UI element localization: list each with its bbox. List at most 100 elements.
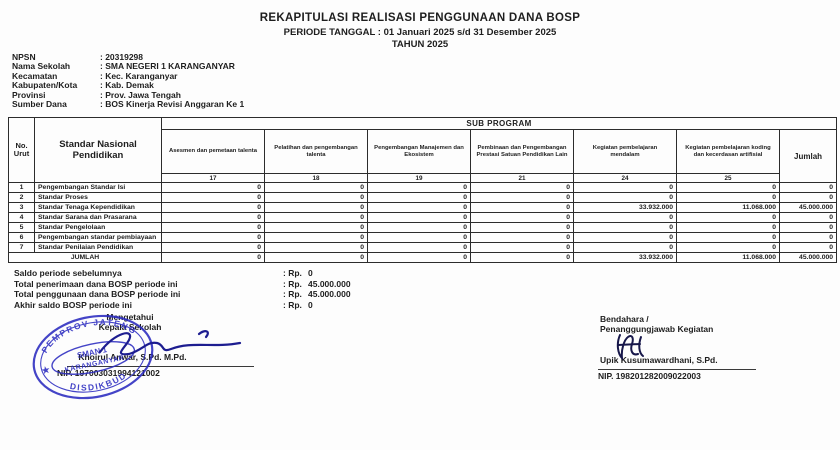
summary-label: Total penggunaan dana BOSP periode ini (14, 289, 181, 300)
meta-label: Sumber Dana (12, 99, 67, 110)
grand-total-cell: 45.000.000 (778, 252, 838, 263)
value-cell: 0 (161, 232, 265, 243)
summary-amount: 0 (308, 268, 313, 278)
row-number-cell: 3 (8, 202, 35, 213)
value-cell: 0 (367, 222, 471, 233)
meta-label: Kecamatan (12, 70, 58, 81)
row-number-cell: 4 (8, 212, 35, 223)
value-cell: 0 (676, 232, 780, 243)
value-cell: 0 (470, 242, 574, 253)
meta-row-nama-sekolah: Nama Sekolah : SMA NEGERI 1 KARANGANYAR (12, 61, 244, 72)
code-cell: 18 (264, 173, 368, 183)
report-title-block: REKAPITULASI REALISASI PENGGUNAAN DANA B… (0, 12, 840, 50)
value-cell: 0 (264, 182, 368, 193)
value-cell: 0 (264, 242, 368, 253)
left-role-line1: Mengetahui (106, 312, 154, 322)
value-cell: 0 (367, 252, 471, 263)
value-cell: 0 (264, 202, 368, 213)
table-row: 1 Pengembangan Standar Isi 0 0 0 0 0 0 0 (8, 182, 838, 193)
header-col-21: Pembinaan dan Pengembangan Prestasi Satu… (470, 129, 574, 174)
value-cell: 0 (161, 202, 265, 213)
table-row: 6 Pengembangan standar pembiayaan 0 0 0 … (8, 232, 838, 243)
right-signature-icon (616, 334, 644, 361)
table-total-row: JUMLAH 0 0 0 0 33.932.000 11.068.000 45.… (8, 252, 838, 263)
header-col-18: Pelatihan dan pengembangan talenta (264, 129, 368, 174)
summary-amount: 45.000.000 (308, 278, 351, 289)
left-signatory-name: Khoirul Anwar, S.Pd. M.Pd. (78, 352, 187, 362)
value-cell: 0 (470, 192, 574, 203)
stamp-arc-bottom-text: DISDIKBUD (67, 369, 130, 397)
value-cell: 0 (470, 232, 574, 243)
table-row: 5 Standar Pengelolaan 0 0 0 0 0 0 0 (8, 222, 838, 233)
stamp-star-icon: ★ (41, 364, 52, 376)
right-signatory-role: Bendahara / Penanggungjawab Kegiatan (600, 314, 713, 334)
value-cell: 0 (470, 212, 574, 223)
value-cell: 0 (264, 252, 368, 263)
summary-amount: 0 (308, 299, 313, 310)
value-cell: 0 (367, 182, 471, 193)
value-cell: 0 (264, 212, 368, 223)
meta-row-npsn: NPSN : 20319298 (12, 52, 244, 62)
right-role-line1: Bendahara / (600, 314, 649, 324)
total-cell: 0 (778, 222, 838, 233)
value-cell: 0 (367, 232, 471, 243)
meta-value: : Kab. Demak (100, 80, 154, 91)
table-row: 7 Standar Penilaian Pendidikan 0 0 0 0 0… (8, 242, 838, 253)
meta-value: : SMA NEGERI 1 KARANGANYAR (100, 61, 235, 72)
value-cell: 0 (573, 232, 677, 243)
row-number-cell: 7 (8, 242, 35, 253)
meta-label: Provinsi (12, 89, 46, 100)
value-cell: 0 (676, 192, 780, 203)
summary-row-akhir-saldo: Akhir saldo BOSP periode ini : Rp. 0 (14, 300, 351, 311)
meta-value: : BOS Kinerja Revisi Anggaran Ke 1 (100, 99, 245, 110)
meta-label: NPSN (12, 52, 36, 62)
left-signatory-nip: NIP. 197003031994121002 (57, 368, 160, 378)
code-cell: 24 (573, 173, 677, 183)
row-number-cell: 2 (8, 192, 35, 203)
value-cell: 0 (470, 252, 574, 263)
value-cell: 0 (470, 222, 574, 233)
value-cell: 0 (161, 182, 265, 193)
meta-row-kabupaten: Kabupaten/Kota : Kab. Demak (12, 80, 244, 91)
header-col-25: Kegiatan pembelajaran koding dan kecerda… (676, 129, 780, 174)
value-cell: 0 (573, 242, 677, 253)
summary-label: Akhir saldo BOSP periode ini (14, 299, 132, 310)
row-number-cell: 1 (8, 182, 35, 193)
table-row: 2 Standar Proses 0 0 0 0 0 0 0 (8, 192, 838, 203)
value-cell: 0 (573, 222, 677, 233)
meta-value: : Prov. Jawa Tengah (100, 89, 181, 100)
total-cell: 0 (778, 212, 838, 223)
report-year: TAHUN 2025 (391, 39, 449, 50)
code-cell: 21 (470, 173, 574, 183)
summary-label: Saldo periode sebelumnya (14, 268, 122, 278)
value-cell: 0 (573, 212, 677, 223)
realization-table: No. Urut Standar Nasional Pendidikan SUB… (8, 117, 838, 263)
header-col-19: Pengembangan Manajemen dan Ekosistem (367, 129, 471, 174)
snp-name-cell: Standar Tenaga Kependidikan (34, 202, 162, 213)
right-signature-line (598, 369, 756, 370)
value-cell: 0 (573, 192, 677, 203)
summary-row-penggunaan: Total penggunaan dana BOSP periode ini :… (14, 289, 351, 300)
row-number-cell: 6 (8, 232, 35, 243)
currency-prefix: : Rp. (283, 268, 302, 278)
total-cell: 0 (778, 182, 838, 193)
left-role-line2: Kepala Sekolah (98, 321, 162, 332)
header-col-24: Kegiatan pembelajaran mendalam (573, 129, 677, 174)
code-cell: 17 (161, 173, 265, 183)
summary-amount: 45.000.000 (308, 289, 351, 300)
meta-row-kecamatan: Kecamatan : Kec. Karanganyar (12, 70, 244, 81)
currency-prefix: : Rp. (283, 278, 302, 289)
left-signature-icon (98, 330, 242, 356)
code-cell: 19 (367, 173, 471, 183)
value-cell: 0 (367, 202, 471, 213)
right-signatory-nip: NIP. 198201282009022003 (598, 371, 701, 381)
value-cell: 0 (161, 252, 265, 263)
value-cell: 0 (264, 192, 368, 203)
snp-name-cell: Standar Proses (34, 192, 162, 203)
svg-text:DISDIKBUD: DISDIKBUD (67, 369, 130, 397)
value-cell: 0 (161, 192, 265, 203)
right-signatory-name: Upik Kusumawardhani, S.Pd. (600, 355, 718, 365)
value-cell: 0 (367, 192, 471, 203)
total-cell: 45.000.000 (778, 202, 838, 213)
school-metadata: NPSN : 20319298 Nama Sekolah : SMA NEGER… (12, 52, 245, 110)
